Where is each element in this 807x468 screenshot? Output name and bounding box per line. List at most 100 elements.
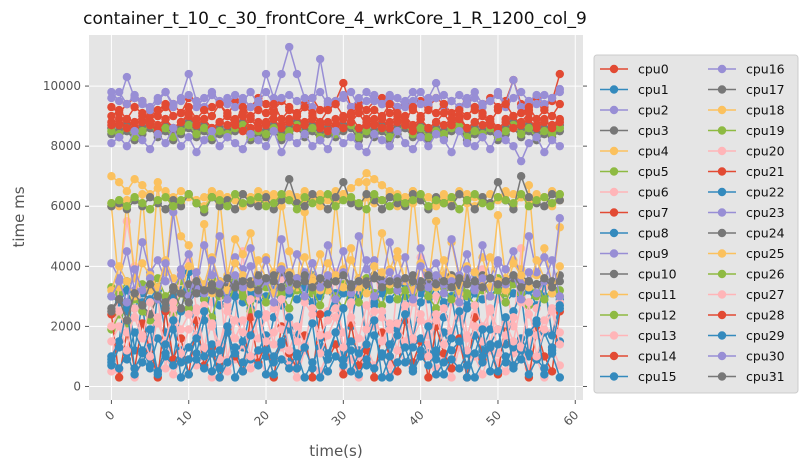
data-point (138, 238, 147, 247)
data-point (315, 373, 325, 382)
data-point (547, 135, 557, 145)
data-point (285, 196, 294, 205)
data-point (292, 322, 302, 331)
data-point (114, 132, 124, 142)
legend-item: cpu23 (708, 205, 785, 220)
data-point (254, 286, 263, 295)
data-point (230, 259, 240, 268)
legend-label: cpu17 (746, 82, 785, 97)
series-cpu21 (107, 108, 565, 136)
legend-item: cpu19 (708, 123, 785, 138)
data-point (478, 120, 487, 130)
data-point (269, 328, 278, 337)
data-point (447, 96, 456, 106)
data-point (346, 132, 356, 142)
data-point (246, 331, 255, 340)
data-point (431, 271, 441, 280)
data-point (122, 72, 132, 82)
data-point (393, 108, 402, 118)
data-point (540, 126, 549, 136)
legend-label: cpu14 (638, 349, 677, 364)
data-point (230, 90, 240, 100)
legend-label: cpu27 (746, 287, 785, 302)
data-point (431, 217, 441, 226)
data-point (269, 190, 278, 199)
data-point (501, 313, 510, 322)
data-point (192, 349, 201, 358)
data-point (223, 367, 232, 376)
data-point (277, 295, 286, 304)
data-point (114, 262, 124, 271)
legend-label: cpu25 (746, 246, 785, 261)
data-point (400, 102, 410, 112)
data-point (516, 283, 526, 292)
data-point (339, 343, 348, 352)
data-point (254, 135, 263, 145)
data-point (315, 87, 325, 97)
legend-item: cpu10 (600, 267, 677, 282)
data-point (509, 313, 518, 322)
data-point (501, 135, 510, 145)
data-point (346, 184, 356, 193)
data-point (447, 114, 456, 124)
data-point (393, 319, 402, 328)
data-point (354, 277, 364, 286)
legend-marker (717, 351, 727, 361)
data-point (300, 117, 309, 127)
data-point (540, 114, 549, 124)
data-point (431, 280, 441, 289)
data-point (400, 286, 410, 295)
series-lines (107, 42, 565, 382)
data-point (385, 123, 394, 133)
data-point (184, 370, 193, 379)
data-point (478, 274, 487, 283)
data-point (439, 90, 449, 100)
data-point (354, 123, 364, 133)
data-point (424, 352, 433, 361)
data-point (130, 265, 139, 274)
data-point (339, 361, 348, 370)
data-point (439, 190, 449, 199)
data-point (215, 373, 224, 382)
data-point (424, 322, 433, 331)
data-point (107, 120, 116, 130)
data-point (370, 96, 379, 106)
data-point (408, 271, 418, 280)
data-point (238, 250, 248, 259)
data-point (145, 105, 155, 115)
data-point (277, 265, 286, 274)
data-point (130, 364, 139, 373)
legend-item: cpu21 (708, 164, 785, 179)
data-point (184, 343, 193, 352)
data-point (470, 87, 479, 97)
data-point (385, 108, 394, 118)
data-point (238, 277, 248, 286)
data-point (300, 93, 309, 103)
data-point (532, 99, 541, 109)
data-point (184, 241, 193, 250)
data-point (532, 132, 541, 142)
data-point (107, 199, 116, 208)
chart-title: container_t_10_c_30_frontCore_4_wrkCore_… (83, 9, 587, 29)
data-point (223, 132, 232, 142)
data-point (277, 132, 286, 142)
data-point (393, 346, 402, 355)
data-point (315, 190, 325, 199)
data-point (431, 259, 441, 268)
data-point (215, 99, 224, 109)
data-point (285, 132, 294, 142)
data-point (107, 322, 116, 331)
data-point (269, 298, 278, 307)
data-point (532, 352, 541, 361)
data-point (540, 274, 549, 283)
data-point (199, 241, 209, 250)
data-point (308, 277, 317, 286)
data-point (516, 129, 526, 139)
data-point (277, 120, 286, 130)
data-point (346, 102, 356, 112)
data-point (254, 99, 263, 109)
data-point (230, 292, 240, 301)
data-point (246, 196, 255, 205)
data-point (153, 96, 163, 106)
data-point (277, 325, 286, 334)
